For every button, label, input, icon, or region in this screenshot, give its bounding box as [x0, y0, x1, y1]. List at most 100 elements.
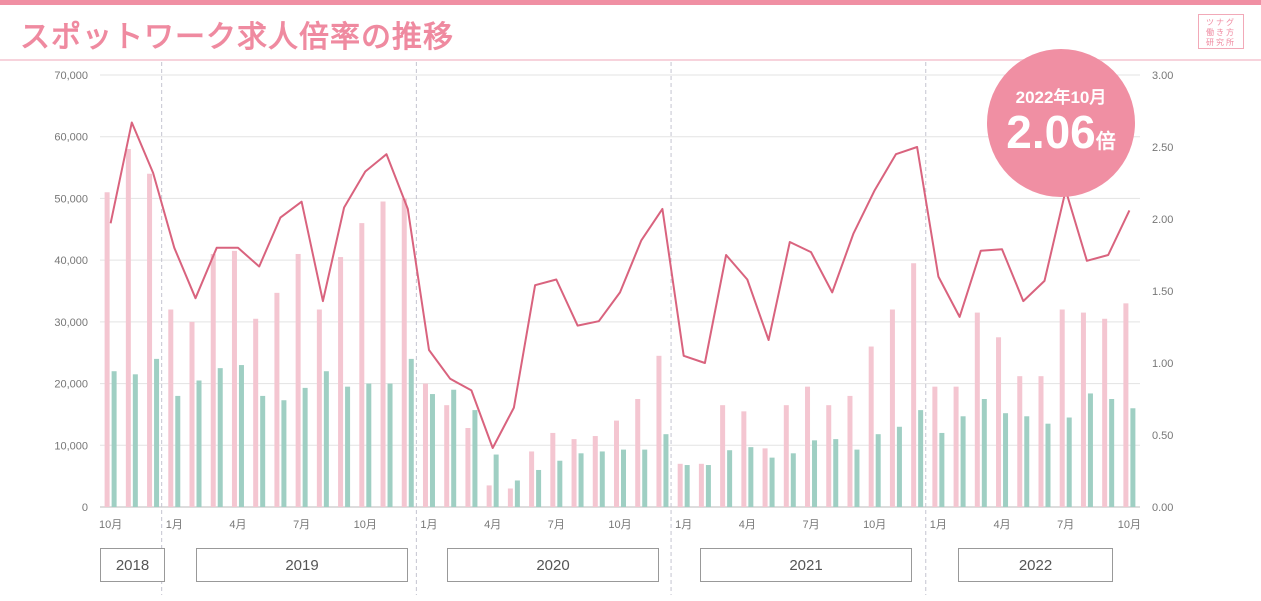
right-tick-label: 1.50	[1152, 286, 1173, 298]
bar-series2	[769, 457, 775, 507]
x-tick-label: 4月	[484, 519, 501, 531]
bar-series1	[1123, 303, 1129, 507]
bar-series2	[451, 389, 457, 507]
left-tick-label: 40,000	[54, 255, 88, 267]
bar-series2	[557, 460, 563, 507]
latest-ratio-badge: 2022年10月 2.06倍	[987, 49, 1135, 197]
logo-line-2: 働き方	[1206, 28, 1236, 37]
logo-line-3: 研究所	[1206, 38, 1236, 47]
logo-line-1: ツナグ	[1206, 18, 1236, 27]
bar-series2	[960, 416, 966, 507]
bar-series1	[911, 263, 917, 507]
left-tick-label: 10,000	[54, 440, 88, 452]
bar-series1	[1038, 376, 1044, 507]
bar-series2	[196, 380, 202, 507]
bar-series2	[727, 450, 733, 507]
bar-series1	[996, 337, 1002, 507]
x-tick-label: 10月	[863, 519, 886, 531]
bar-series1	[104, 192, 110, 507]
bar-series2	[217, 368, 223, 507]
bar-series1	[592, 436, 598, 507]
bar-series1	[550, 432, 556, 507]
bar-series1	[465, 428, 471, 507]
bar-series2	[1066, 417, 1072, 507]
year-label-2019: 2019	[196, 548, 408, 582]
x-tick-label: 4月	[229, 519, 246, 531]
bar-series2	[1024, 416, 1030, 507]
bar-series1	[953, 386, 959, 507]
bar-series1	[783, 405, 789, 507]
left-tick-label: 20,000	[54, 379, 88, 391]
x-tick-label: 10月	[99, 519, 122, 531]
bar-series2	[812, 440, 818, 507]
bar-series2	[981, 399, 987, 507]
bar-series1	[762, 448, 768, 507]
badge-unit: 倍	[1095, 131, 1116, 153]
title-divider	[0, 59, 1261, 61]
bar-series1	[932, 386, 938, 507]
year-label-2020: 2020	[447, 548, 659, 582]
bar-series1	[380, 201, 386, 507]
bar-series2	[472, 410, 478, 507]
bar-series2	[918, 410, 924, 507]
ratio-line	[109, 121, 1131, 449]
bar-series1	[529, 451, 535, 507]
bar-series2	[302, 387, 308, 507]
bar-series1	[316, 309, 322, 507]
top-accent-bar	[0, 0, 1261, 5]
bar-series2	[238, 365, 244, 507]
bar-series1	[507, 488, 513, 507]
bar-series2	[175, 395, 181, 507]
x-tick-label: 7月	[802, 519, 819, 531]
badge-value-wrap: 2.06倍	[987, 105, 1135, 159]
bar-series1	[847, 395, 853, 507]
left-tick-label: 70,000	[54, 70, 88, 82]
bar-series2	[111, 371, 117, 507]
left-tick-label: 50,000	[54, 193, 88, 205]
bar-series1	[274, 292, 280, 507]
bar-series2	[132, 374, 138, 507]
x-tick-label: 7月	[548, 519, 565, 531]
bar-series1	[720, 405, 726, 507]
left-tick-label: 0	[82, 502, 88, 514]
bar-series2	[1087, 393, 1093, 507]
bar-series2	[408, 358, 414, 507]
bar-series1	[656, 355, 662, 507]
x-tick-label: 1月	[420, 519, 437, 531]
bar-series1	[1017, 376, 1023, 507]
bar-series2	[429, 394, 435, 507]
bar-series1	[826, 405, 832, 507]
bar-series2	[345, 386, 351, 507]
bar-series2	[621, 449, 626, 507]
bar-series2	[578, 453, 584, 507]
right-tick-label: 3.00	[1152, 70, 1173, 82]
left-tick-label: 30,000	[54, 317, 88, 329]
bar-series1	[147, 173, 153, 507]
bar-series1	[571, 439, 577, 507]
x-tick-label: 7月	[1057, 519, 1074, 531]
x-tick-label: 4月	[739, 519, 756, 531]
bar-series1	[338, 257, 344, 507]
bar-series2	[748, 447, 754, 507]
bar-series1	[253, 318, 259, 507]
bar-series2	[366, 383, 372, 507]
year-label-2022: 2022	[958, 548, 1113, 582]
bar-series1	[359, 223, 365, 507]
bar-series1	[1059, 309, 1065, 507]
bar-series2	[663, 434, 669, 507]
bar-series1	[1080, 312, 1086, 507]
bar-series2	[705, 465, 711, 507]
x-tick-label: 1月	[166, 519, 183, 531]
bar-series2	[599, 451, 605, 507]
bar-series2	[1003, 413, 1009, 507]
bar-series1	[677, 463, 683, 507]
bar-series2	[790, 453, 796, 507]
bar-series1	[444, 405, 450, 507]
bar-series1	[1102, 318, 1108, 507]
bar-series2	[939, 432, 945, 507]
right-tick-label: 0.00	[1152, 502, 1173, 514]
bar-series2	[514, 480, 520, 507]
bar-series1	[889, 309, 895, 507]
bar-series2	[387, 383, 393, 507]
bar-series2	[1130, 408, 1136, 507]
